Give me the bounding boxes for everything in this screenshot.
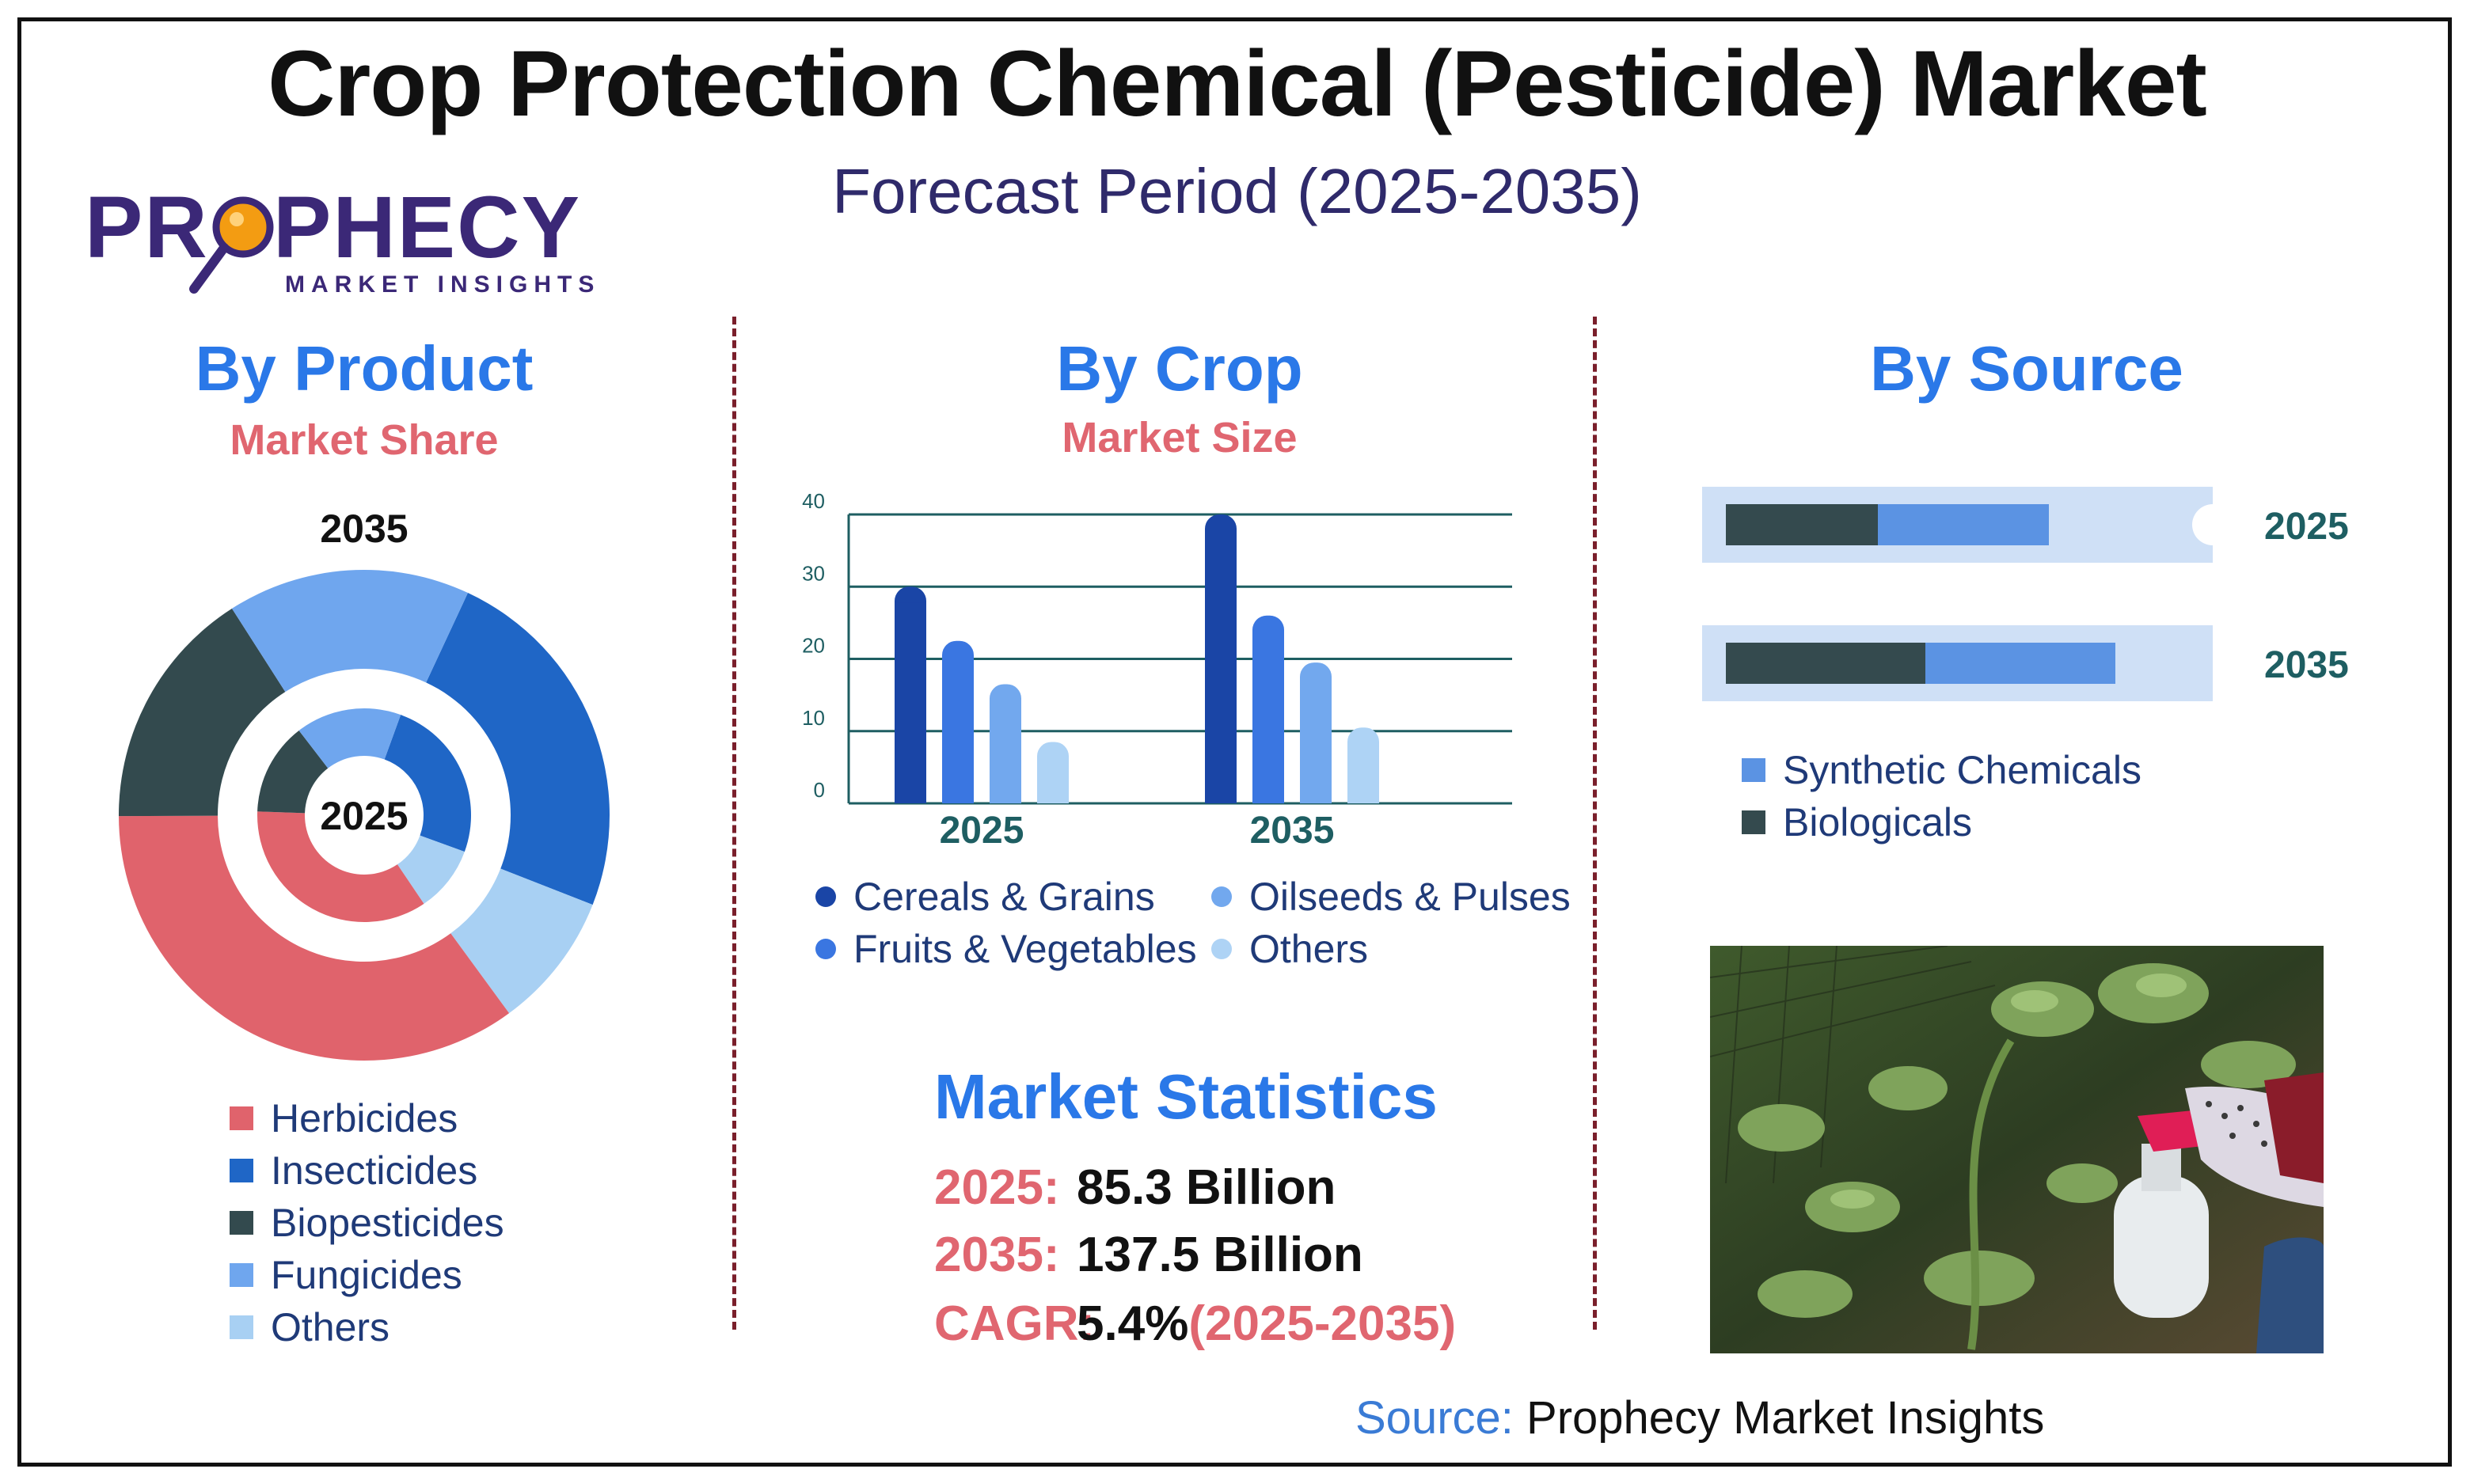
herbicides-swatch — [230, 1106, 253, 1130]
legend-label: Fruits & Vegetables — [853, 926, 1197, 972]
product-section-subtitle: Market Share — [127, 416, 602, 465]
y-tick-label: 30 — [802, 561, 825, 585]
crop-bar-chart: 0 10 20 30 40 2025 2035 — [784, 483, 1544, 863]
crop-legend-left: Cereals & Grains Fruits & Vegetables — [815, 871, 1197, 975]
legend-item-cereals: Cereals & Grains — [815, 871, 1197, 923]
legend-label: Oilseeds & Pulses — [1249, 874, 1571, 920]
main-title: Crop Protection Chemical (Pesticide) Mar… — [0, 30, 2474, 138]
stat-value: 5.4% — [1077, 1296, 1188, 1352]
legend-label: Others — [271, 1304, 390, 1350]
bar-base-2035-1 — [1252, 632, 1284, 803]
bar-base-2035-0 — [1205, 530, 1237, 803]
fruits-dot — [815, 939, 836, 959]
plant-spray-illustration — [1710, 946, 2324, 1353]
divider-right — [1593, 317, 1597, 1330]
divider-left — [732, 317, 736, 1330]
synthetic-bar-2025 — [1878, 504, 2049, 545]
bar-base-2025-0 — [895, 602, 926, 803]
legend-item-biologicals: Biologicals — [1742, 796, 2141, 848]
bar-base-2035-3 — [1347, 743, 1379, 803]
bar-base-2025-1 — [942, 657, 974, 803]
legend-label: Others — [1249, 926, 1368, 972]
y-tick-label: 0 — [814, 778, 825, 802]
plant-spray-photo — [1710, 946, 2324, 1353]
crop-section-title: By Crop — [942, 332, 1417, 405]
outer-ring-label: 2035 — [320, 507, 408, 551]
stat-period: (2025-2035) — [1188, 1296, 1456, 1352]
fungicides-swatch — [230, 1263, 253, 1287]
y-tick-label: 10 — [802, 706, 825, 730]
legend-item-insecticides: Insecticides — [230, 1144, 504, 1197]
legend-item-oilseeds: Oilseeds & Pulses — [1211, 871, 1571, 923]
stat-value: 137.5 Billion — [1077, 1227, 1363, 1283]
source-year-label: 2035 — [2264, 644, 2349, 686]
legend-item-synthetic: Synthetic Chemicals — [1742, 744, 2141, 796]
legend-label: Cereals & Grains — [853, 874, 1155, 920]
legend-label: Fungicides — [271, 1252, 462, 1298]
biologicals-bar-2025 — [1726, 504, 1878, 545]
legend-item-others: Others — [230, 1301, 504, 1353]
synthetic-bar-2035 — [1925, 643, 2115, 684]
logo-tagline: MARKET INSIGHTS — [285, 271, 600, 298]
legend-item-fruits: Fruits & Vegetables — [815, 923, 1197, 975]
oilseeds-dot — [1211, 886, 1232, 907]
legend-label: Herbicides — [271, 1095, 458, 1141]
source-legend: Synthetic Chemicals Biologicals — [1742, 744, 2141, 848]
legend-item-herbicides: Herbicides — [230, 1092, 504, 1144]
biopesticides-swatch — [230, 1211, 253, 1235]
source-note: Source: Prophecy Market Insights — [1355, 1391, 2044, 1444]
svg-text:PR: PR — [85, 179, 209, 276]
biologicals-swatch — [1742, 810, 1765, 834]
source-year-label: 2025 — [2264, 506, 2349, 548]
stats-title: Market Statistics — [934, 1061, 1438, 1133]
legend-label: Biologicals — [1783, 799, 1972, 845]
stat-2025: 2025: 85.3 Billion — [934, 1159, 1336, 1216]
others-swatch — [230, 1315, 253, 1339]
crop-section-subtitle: Market Size — [942, 413, 1417, 462]
product-section-title: By Product — [127, 332, 602, 405]
prophecy-logo: PR PHECY MARKET INSIGHTS — [83, 178, 621, 305]
y-tick-label: 40 — [802, 489, 825, 513]
source-section-title: By Source — [1789, 332, 2264, 405]
product-donut-chart: 2035 2025 — [103, 499, 625, 1068]
legend-label: Biopesticides — [271, 1200, 504, 1246]
legend-label: Insecticides — [271, 1148, 477, 1194]
y-tick-label: 20 — [802, 634, 825, 658]
stat-2035: 2035: 137.5 Billion — [934, 1227, 1363, 1283]
legend-item-biopesticides: Biopesticides — [230, 1197, 504, 1249]
legend-item-crop-others: Others — [1211, 923, 1571, 975]
cereals-dot — [815, 886, 836, 907]
crop-others-dot — [1211, 939, 1232, 959]
bar-base-2025-2 — [990, 700, 1021, 803]
inner-ring-label: 2025 — [320, 794, 408, 838]
bar-base-2035-2 — [1300, 678, 1332, 803]
stat-key: 2035: — [934, 1227, 1077, 1283]
legend-label: Synthetic Chemicals — [1783, 747, 2141, 793]
legend-item-fungicides: Fungicides — [230, 1249, 504, 1301]
source-note-label: Source: — [1355, 1392, 1514, 1444]
synthetic-swatch — [1742, 758, 1765, 782]
svg-text:PHECY: PHECY — [273, 179, 581, 276]
stat-cagr: CAGR: 5.4% (2025-2035) — [934, 1296, 1456, 1352]
stat-value: 85.3 Billion — [1077, 1159, 1336, 1216]
source-note-text: Prophecy Market Insights — [1526, 1392, 2044, 1444]
x-category-label: 2025 — [940, 810, 1024, 852]
x-category-label: 2035 — [1250, 810, 1335, 852]
bar-base-2025-3 — [1037, 757, 1069, 803]
stat-key: CAGR: — [934, 1296, 1077, 1352]
insecticides-swatch — [230, 1159, 253, 1182]
source-bar-chart: 2025 2035 — [1702, 459, 2383, 712]
product-legend: Herbicides Insecticides Biopesticides Fu… — [230, 1092, 504, 1353]
stat-key: 2025: — [934, 1159, 1077, 1216]
biologicals-bar-2035 — [1726, 643, 1925, 684]
crop-legend-right: Oilseeds & Pulses Others — [1211, 871, 1571, 975]
